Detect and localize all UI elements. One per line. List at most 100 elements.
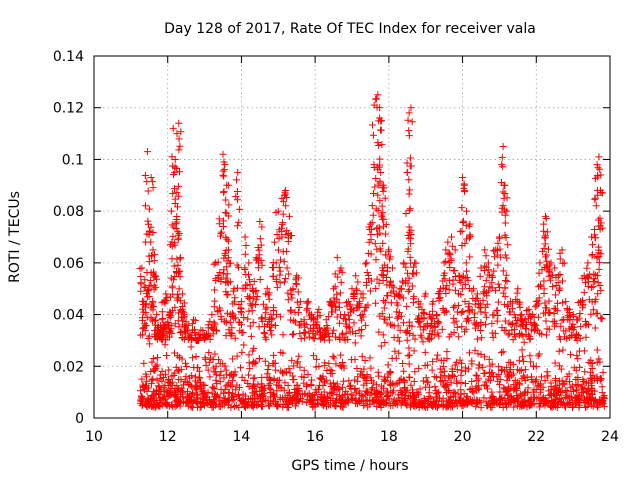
data-point: [237, 298, 245, 306]
data-point: [265, 295, 273, 303]
data-point: [181, 359, 189, 367]
data-point: [241, 376, 249, 384]
data-point: [270, 304, 278, 312]
data-point: [174, 203, 182, 211]
data-point: [138, 264, 146, 272]
data-point: [254, 400, 262, 408]
data-point: [522, 320, 530, 328]
data-point: [208, 383, 216, 391]
data-point: [371, 183, 379, 191]
data-point: [325, 312, 333, 320]
data-point: [374, 91, 382, 99]
data-point: [438, 376, 446, 384]
data-point: [595, 153, 603, 161]
data-point: [190, 316, 198, 324]
data-point: [152, 283, 160, 291]
data-point: [511, 376, 519, 384]
data-point: [177, 254, 185, 262]
data-point: [143, 148, 151, 156]
data-point: [481, 309, 489, 317]
data-points: [136, 91, 608, 412]
data-point: [565, 305, 573, 313]
data-point: [187, 381, 195, 389]
data-point: [258, 261, 266, 269]
data-point: [552, 305, 560, 313]
data-point: [176, 142, 184, 150]
data-point: [536, 388, 544, 396]
data-point: [315, 305, 323, 313]
data-point: [593, 309, 601, 317]
data-point: [231, 334, 239, 342]
data-point: [494, 400, 502, 408]
data-point: [162, 336, 170, 344]
data-point: [358, 352, 366, 360]
data-point: [221, 161, 229, 169]
data-point: [300, 366, 308, 374]
data-point: [326, 366, 334, 374]
data-point: [297, 394, 305, 402]
data-point: [599, 400, 607, 408]
data-point: [173, 215, 181, 223]
data-point: [383, 319, 391, 327]
data-point: [273, 283, 281, 291]
data-point: [205, 358, 213, 366]
data-point: [382, 274, 390, 282]
data-point: [559, 380, 567, 388]
data-point: [454, 390, 462, 398]
data-point: [544, 372, 552, 380]
data-point: [504, 302, 512, 310]
data-point: [483, 292, 491, 300]
data-point: [445, 386, 453, 394]
data-point: [572, 386, 580, 394]
data-point: [417, 400, 425, 408]
data-point: [149, 302, 157, 310]
data-point: [275, 263, 283, 271]
data-point: [213, 391, 221, 399]
data-point: [139, 381, 147, 389]
data-point: [305, 333, 313, 341]
data-point: [310, 335, 318, 343]
data-point: [279, 210, 287, 218]
data-point: [206, 373, 214, 381]
data-point: [287, 308, 295, 316]
data-point: [451, 266, 459, 274]
data-point: [191, 316, 199, 324]
data-point: [580, 288, 588, 296]
data-point: [272, 366, 280, 374]
data-point: [337, 278, 345, 286]
data-point: [410, 263, 418, 271]
data-point: [457, 386, 465, 394]
data-point: [466, 253, 474, 261]
data-point: [503, 376, 511, 384]
data-point: [221, 209, 229, 217]
data-point: [313, 355, 321, 363]
data-point: [319, 331, 327, 339]
data-point: [187, 393, 195, 401]
data-point: [410, 377, 418, 385]
data-point: [234, 391, 242, 399]
data-point: [402, 328, 410, 336]
data-point: [288, 331, 296, 339]
data-point: [172, 363, 180, 371]
data-point: [167, 207, 175, 215]
data-point: [496, 245, 504, 253]
data-point: [181, 328, 189, 336]
data-point: [365, 223, 373, 231]
data-point: [435, 288, 443, 296]
data-point: [227, 332, 235, 340]
data-point: [142, 373, 150, 381]
data-point: [405, 132, 413, 140]
data-point: [256, 217, 264, 225]
data-point: [555, 384, 563, 392]
data-point: [147, 174, 155, 182]
data-point: [499, 404, 507, 412]
data-point: [470, 285, 478, 293]
data-point: [568, 324, 576, 332]
data-point: [167, 322, 175, 330]
data-point: [171, 163, 179, 171]
data-point: [203, 399, 211, 407]
data-point: [412, 269, 420, 277]
data-point: [397, 312, 405, 320]
data-point: [268, 331, 276, 339]
data-point: [496, 388, 504, 396]
